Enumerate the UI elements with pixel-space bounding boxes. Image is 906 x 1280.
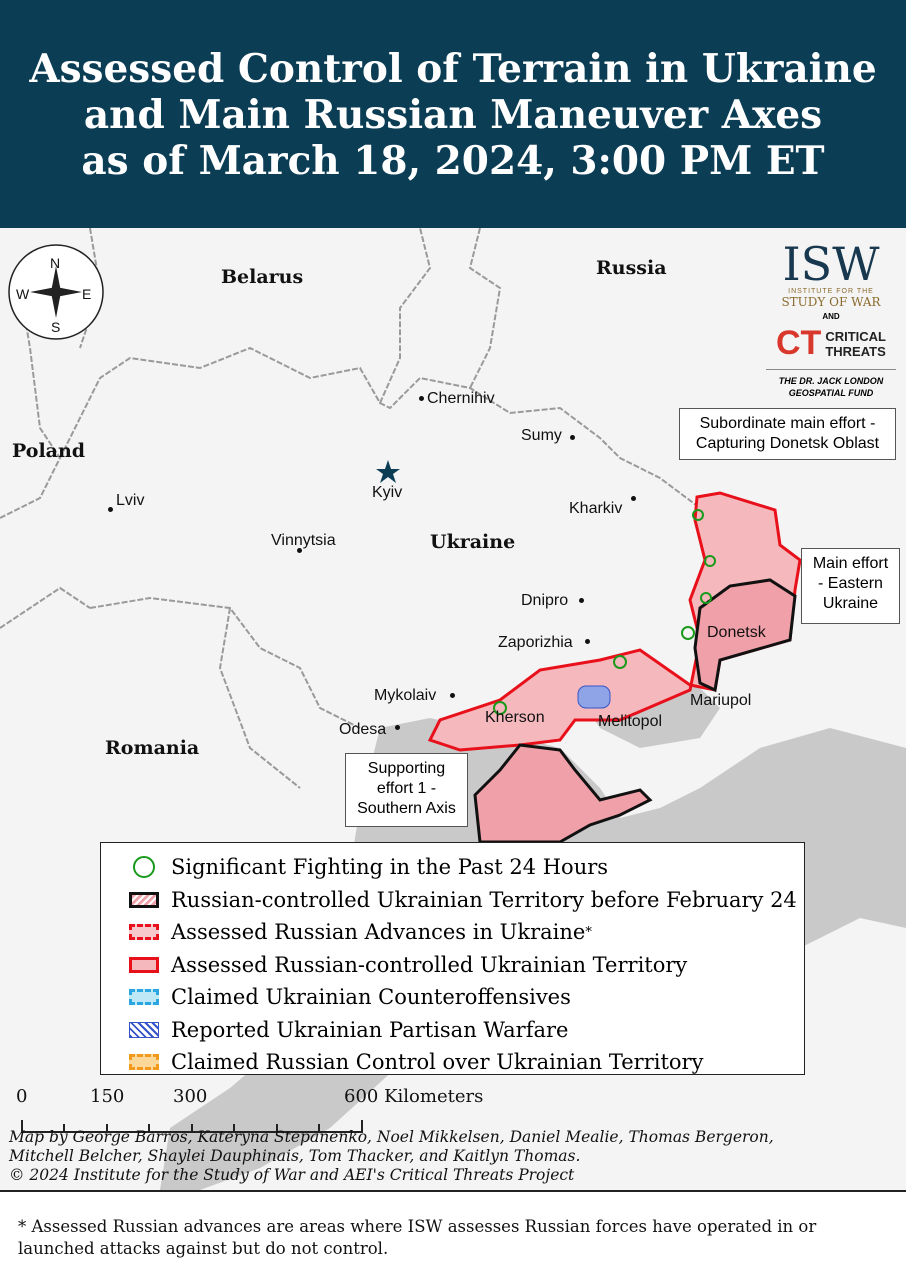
- moldova-border: [89, 596, 361, 729]
- map-legend: Significant Fighting in the Past 24 Hour…: [100, 842, 805, 1075]
- scale-tick: 150: [90, 1086, 125, 1107]
- credit-line: Mitchell Belcher, Shaylei Dauphinais, To…: [9, 1147, 581, 1165]
- callout-main-effort: Main effort - Eastern Ukraine: [801, 548, 900, 624]
- credit-line: © 2024 Institute for the Study of War an…: [9, 1166, 575, 1184]
- compass-n: N: [50, 255, 61, 271]
- legend-item: Significant Fighting in the Past 24 Hour…: [129, 851, 804, 884]
- scale-bar: [21, 1120, 363, 1133]
- legend-item: Reported Ukrainian Partisan Warfare: [129, 1014, 804, 1047]
- country-russia: Russia: [596, 257, 667, 279]
- poland-border: [0, 287, 62, 519]
- pre-2022-occupied-donbas: [693, 578, 797, 693]
- legend-label: Claimed Ukrainian Counteroffensives: [171, 985, 571, 1010]
- ukraine-border: [59, 346, 701, 509]
- pre-2022-swatch: [129, 891, 159, 908]
- counteroffensive-swatch: [129, 989, 159, 1006]
- fighting-marker: [692, 509, 704, 521]
- city-kharkiv: Kharkiv: [569, 500, 623, 517]
- fighting-marker: [704, 555, 716, 567]
- callout-supporting-effort: Supporting effort 1 - Southern Axis: [345, 753, 468, 827]
- ct-logo-mark: CT: [776, 324, 822, 362]
- footnote: * Assessed Russian advances are areas wh…: [0, 1190, 906, 1280]
- city-zaporizhia: Zaporizhia: [498, 634, 573, 651]
- ct-line1: CRITICAL: [825, 328, 886, 344]
- compass-rose: [8, 244, 104, 340]
- city-donetsk: Donetsk: [707, 624, 766, 641]
- title-line: as of March 18, 2024, 3:00 PM ET: [81, 138, 825, 184]
- fund-line1: THE DR. JACK LONDON: [778, 376, 884, 386]
- footnote-marker: *: [585, 924, 592, 940]
- legend-item: Claimed Russian Control over Ukrainian T…: [129, 1046, 804, 1079]
- legend-label: Claimed Russian Control over Ukrainian T…: [171, 1050, 704, 1075]
- city-mykolaiv: Mykolaiv: [374, 687, 437, 704]
- country-ukraine: Ukraine: [430, 531, 516, 553]
- ct-line2: THREATS: [825, 343, 886, 359]
- legend-item: Assessed Russian Advances in Ukraine *: [129, 916, 804, 949]
- credit-line: Map by George Barros, Kateryna Stepanenk…: [9, 1128, 774, 1146]
- legend-label: Reported Ukrainian Partisan Warfare: [171, 1017, 569, 1042]
- legend-label: Russian-controlled Ukrainian Territory b…: [171, 887, 797, 912]
- scale-tick: 300: [173, 1086, 208, 1107]
- fighting-icon: [133, 856, 155, 879]
- isw-sub1: INSTITUTE FOR THE: [788, 288, 874, 295]
- title-line: and Main Russian Maneuver Axes: [83, 92, 823, 138]
- russia-border: [468, 228, 502, 389]
- city-sumy: Sumy: [521, 427, 562, 444]
- fighting-marker: [493, 701, 507, 715]
- city-chernihiv: Chernihiv: [427, 390, 495, 407]
- city-kyiv: Kyiv: [372, 484, 403, 501]
- scale-tick: 0: [16, 1086, 28, 1107]
- controlled-swatch: [129, 956, 159, 973]
- city-vinnytsia: Vinnytsia: [271, 532, 336, 549]
- scale-tick: 600 Kilometers: [344, 1086, 484, 1107]
- legend-label: Significant Fighting in the Past 24 Hour…: [171, 855, 609, 880]
- compass-e: E: [82, 286, 92, 302]
- city-melitopol: Melitopol: [598, 713, 663, 730]
- compass-s: S: [51, 319, 61, 335]
- compass-w: W: [16, 286, 30, 302]
- isw-ct-logo: ISW INSTITUTE FOR THE STUDY OF WAR AND C…: [766, 240, 896, 399]
- belarus-border: [79, 228, 432, 404]
- city-lviv: Lviv: [116, 492, 145, 509]
- legend-item: Claimed Ukrainian Counteroffensives: [129, 981, 804, 1014]
- fighting-marker: [681, 626, 695, 640]
- city-odesa: Odesa: [339, 721, 387, 738]
- advances-swatch: [129, 924, 159, 941]
- and-text: AND: [822, 312, 840, 321]
- claimed-control-swatch: [129, 1054, 159, 1071]
- capital-star-icon: [376, 460, 400, 483]
- fighting-marker: [700, 592, 712, 604]
- country-poland: Poland: [12, 440, 86, 462]
- partisan-warfare-area: [577, 685, 611, 709]
- city-kherson: Kherson: [485, 709, 545, 726]
- partisan-swatch: [129, 1021, 159, 1038]
- country-belarus: Belarus: [221, 266, 304, 288]
- fund-line2: GEOSPATIAL FUND: [788, 388, 874, 398]
- isw-logo-text: ISW: [782, 237, 880, 291]
- map-area: N S E W ISW INSTITUTE FOR THE STUDY OF W…: [0, 228, 906, 1190]
- city-dnipro: Dnipro: [521, 592, 569, 609]
- map-title: Assessed Control of Terrain in Ukraine a…: [0, 0, 906, 228]
- title-line: Assessed Control of Terrain in Ukraine: [29, 46, 877, 92]
- map-credits: Map by George Barros, Kateryna Stepanenk…: [9, 1128, 774, 1185]
- legend-item: Russian-controlled Ukrainian Territory b…: [129, 884, 804, 917]
- country-romania: Romania: [105, 737, 200, 759]
- romania-border: [0, 586, 301, 789]
- callout-subordinate-effort: Subordinate main effort - Capturing Done…: [679, 408, 896, 460]
- isw-sub2: STUDY OF WAR: [781, 295, 881, 309]
- city-mariupol: Mariupol: [690, 692, 752, 709]
- fighting-marker: [613, 655, 627, 669]
- legend-item: Assessed Russian-controlled Ukrainian Te…: [129, 949, 804, 982]
- legend-label: Assessed Russian Advances in Ukraine: [171, 920, 586, 945]
- legend-label: Assessed Russian-controlled Ukrainian Te…: [171, 952, 688, 977]
